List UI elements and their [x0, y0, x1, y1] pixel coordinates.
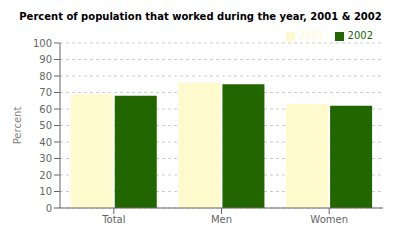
svg-text:70: 70	[39, 87, 52, 98]
svg-text:50: 50	[39, 120, 52, 131]
svg-text:Women: Women	[310, 214, 348, 225]
svg-text:Men: Men	[211, 214, 232, 225]
svg-text:20: 20	[39, 170, 52, 181]
html-text:Percent of population that wor: Percent of population that worked during…	[19, 11, 382, 22]
svg-text:Total: Total	[101, 214, 125, 225]
html-text:2002: 2002	[347, 30, 373, 41]
svg-text:Percent: Percent	[12, 107, 23, 145]
svg-text:60: 60	[39, 104, 52, 115]
svg-text:80: 80	[39, 71, 52, 82]
svg-text:10: 10	[39, 186, 52, 197]
svg-text:40: 40	[39, 137, 52, 148]
svg-text:100: 100	[33, 38, 52, 49]
svg-text:90: 90	[39, 54, 52, 65]
svg-text:0: 0	[46, 203, 52, 214]
svg-text:30: 30	[39, 153, 52, 164]
html-text:2001: 2001	[299, 30, 325, 41]
